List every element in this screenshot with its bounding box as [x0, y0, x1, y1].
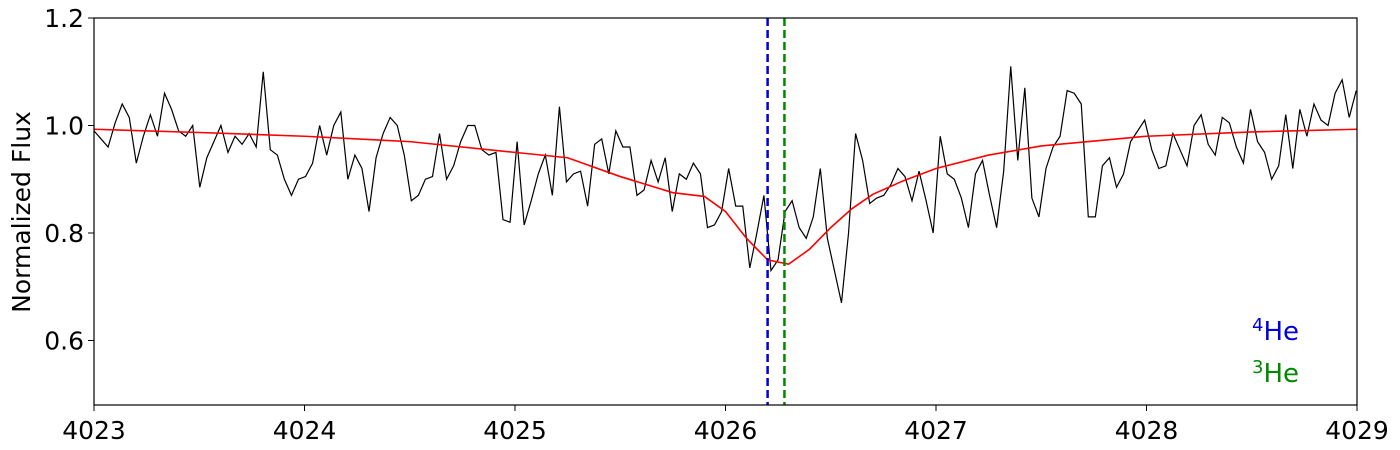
- annotation: 3He: [1252, 357, 1299, 389]
- y-tick-label: 1.0: [44, 112, 84, 141]
- y-axis-label: Normalized Flux: [7, 111, 36, 313]
- y-tick-label: 1.2: [44, 4, 84, 33]
- plot-frame: [93, 17, 1358, 406]
- y-tick-label: 0.6: [44, 327, 84, 356]
- x-tick-label: 4029: [1325, 416, 1389, 445]
- x-tick-label: 4025: [483, 416, 547, 445]
- annotation-superscript: 3: [1252, 357, 1263, 378]
- annotation-superscript: 4: [1252, 315, 1263, 336]
- plot-area: [94, 18, 1357, 405]
- series-line: [94, 128, 1357, 266]
- x-tick-label: 4028: [1115, 416, 1179, 445]
- y-tick-label: 0.8: [44, 219, 84, 248]
- x-tick-label: 4023: [62, 416, 126, 445]
- x-tick-label: 4027: [904, 416, 968, 445]
- series-line: [94, 66, 1357, 303]
- x-tick-label: 4026: [694, 416, 758, 445]
- annotation: 4He: [1252, 315, 1299, 347]
- annotation-text: He: [1263, 317, 1299, 347]
- x-tick-label: 4024: [273, 416, 337, 445]
- annotation-text: He: [1263, 359, 1299, 389]
